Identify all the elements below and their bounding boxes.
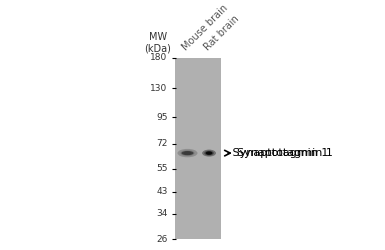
Text: 180: 180 — [150, 53, 167, 62]
Ellipse shape — [184, 152, 191, 155]
Text: Mouse brain: Mouse brain — [181, 2, 230, 52]
Ellipse shape — [204, 151, 214, 156]
Text: Synaptotagmin 1: Synaptotagmin 1 — [237, 148, 333, 158]
Text: 55: 55 — [156, 164, 167, 173]
Text: 130: 130 — [150, 84, 167, 92]
Ellipse shape — [181, 151, 194, 155]
Ellipse shape — [181, 150, 194, 156]
Text: 72: 72 — [156, 139, 167, 148]
Text: 95: 95 — [156, 113, 167, 122]
Ellipse shape — [202, 150, 216, 156]
Text: 43: 43 — [156, 187, 167, 196]
Text: Synaptotagmin 1: Synaptotagmin 1 — [229, 148, 328, 158]
Ellipse shape — [206, 152, 212, 154]
Ellipse shape — [177, 149, 198, 157]
Bar — [175, 58, 221, 239]
Ellipse shape — [206, 151, 213, 155]
Text: MW
(kDa): MW (kDa) — [144, 32, 171, 53]
Text: Rat brain: Rat brain — [202, 13, 241, 52]
Text: 26: 26 — [156, 234, 167, 244]
Text: 34: 34 — [156, 210, 167, 218]
